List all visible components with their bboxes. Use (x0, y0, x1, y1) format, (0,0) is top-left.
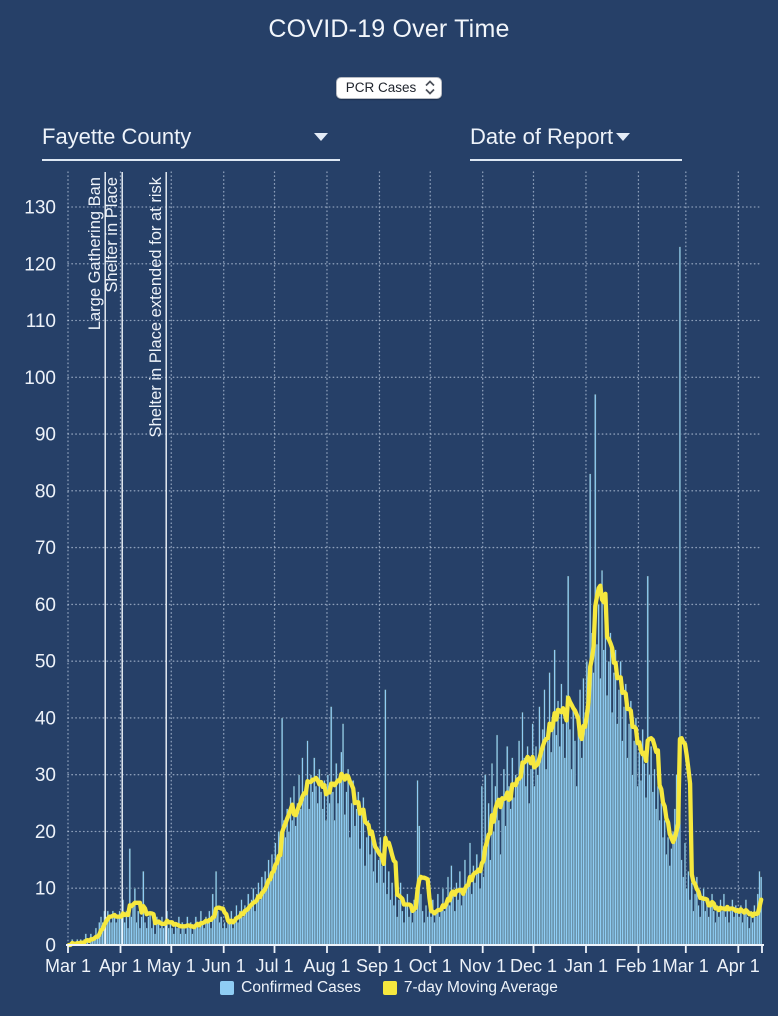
legend-item-confirmed-cases[interactable]: Confirmed Cases (220, 979, 361, 997)
y-tick-label: 40 (35, 708, 56, 729)
y-tick-label: 0 (45, 936, 56, 957)
date-type-dropdown[interactable]: Date of Report (470, 124, 682, 161)
x-tick-label: Dec 1 (510, 956, 557, 976)
y-tick-label: 80 (35, 481, 56, 502)
y-tick-label: 100 (24, 368, 56, 389)
page-title: COVID-19 Over Time (268, 15, 510, 43)
x-tick-label: Jul 1 (255, 956, 293, 976)
x-tick-label: Aug 1 (303, 956, 350, 976)
legend-label: Confirmed Cases (241, 979, 361, 996)
moving-average-swatch (382, 981, 397, 995)
y-tick-label: 90 (35, 425, 56, 446)
chevron-down-icon (314, 133, 328, 141)
chart-legend: Confirmed Cases 7-day Moving Average (0, 979, 778, 997)
event-label: Large Gathering Ban (86, 177, 104, 330)
metric-select-value: PCR Cases (345, 80, 417, 95)
legend-label: 7-day Moving Average (403, 979, 558, 996)
x-tick-label: Apr 1 (717, 956, 760, 976)
metric-select-row: PCR Cases (0, 77, 778, 99)
y-tick-label: 50 (35, 652, 56, 673)
covid-cases-time-series-chart[interactable]: Large Gathering Ban Shelter in Place Shelt… (0, 165, 778, 979)
y-tick-label: 120 (24, 254, 56, 275)
event-label: Shelter in Place extended for at risk (147, 176, 165, 437)
x-tick-label: Feb 1 (615, 956, 661, 976)
x-tick-label: May 1 (147, 956, 196, 976)
y-tick-label: 130 (24, 198, 56, 219)
x-tick-label: Jun 1 (202, 956, 246, 976)
x-tick-label: Apr 1 (99, 956, 142, 976)
y-tick-label: 30 (35, 765, 56, 786)
county-dropdown-label: Fayette County (42, 124, 192, 149)
date-type-dropdown-label: Date of Report (470, 124, 614, 149)
legend-item-moving-average[interactable]: 7-day Moving Average (382, 979, 558, 997)
y-axis: 0 10 20 30 40 50 60 70 80 90 100 110 120 130 (24, 198, 56, 957)
x-tick-label: Mar 1 (45, 956, 91, 976)
gridlines (67, 171, 763, 946)
metric-select[interactable]: PCR Cases (335, 77, 443, 99)
confirmed-cases-bars[interactable] (71, 246, 763, 946)
x-tick-label: Sep 1 (356, 956, 403, 976)
x-tick-label: Nov 1 (459, 956, 506, 976)
y-tick-label: 20 (35, 822, 56, 843)
x-tick-label: Oct 1 (409, 956, 452, 976)
y-tick-label: 10 (35, 879, 56, 900)
y-tick-label: 70 (35, 538, 56, 559)
select-stepper-icon (425, 80, 435, 95)
y-tick-label: 60 (35, 595, 56, 616)
moving-average-line (66, 583, 764, 948)
y-tick-label: 110 (26, 311, 56, 332)
x-tick-label: Jan 1 (564, 956, 608, 976)
event-label: Shelter in Place (103, 177, 121, 293)
confirmed-cases-swatch (220, 981, 235, 995)
event-annotations: Large Gathering Ban Shelter in Place Shelt… (86, 172, 167, 945)
chevron-down-icon (616, 133, 631, 141)
x-axis: Mar 1 Apr 1 May 1 Jun 1 Jul 1 Aug 1 Sep 1 Oct 1… (45, 944, 764, 976)
x-tick-label: Mar 1 (663, 956, 709, 976)
county-dropdown[interactable]: Fayette County (42, 124, 340, 161)
